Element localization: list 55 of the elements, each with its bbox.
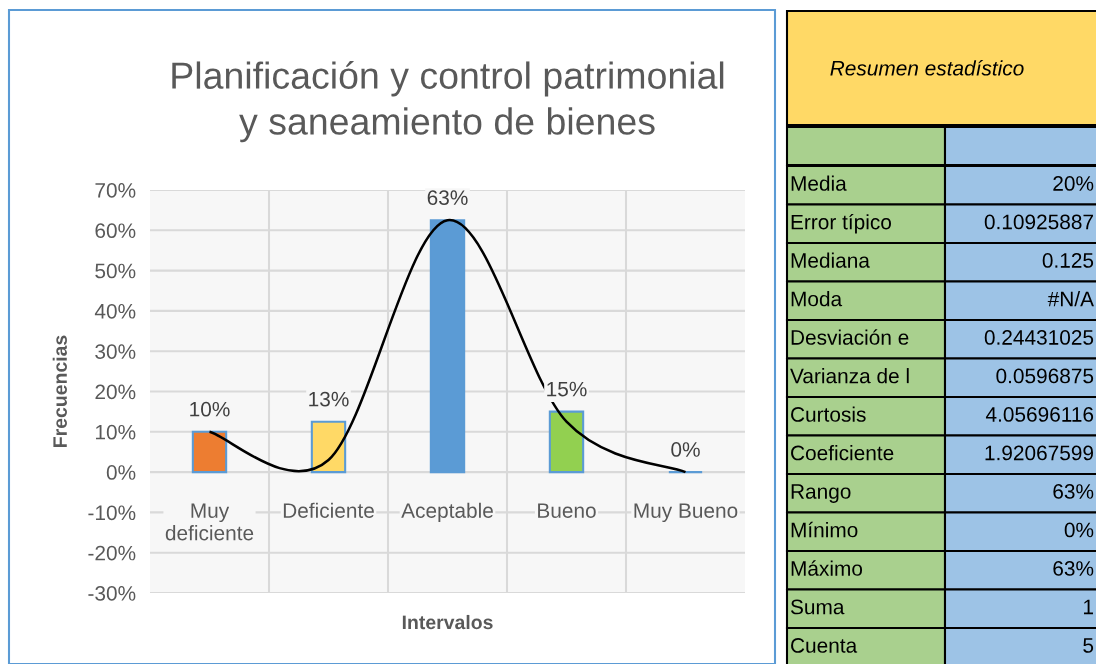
bar	[191, 430, 228, 474]
y-tick-label: 30%	[95, 344, 136, 359]
chart-title: Planificación y control patrimonial y saneamiento de bienes	[172, 61, 724, 143]
text: 0.10925887	[984, 214, 1093, 230]
text: 5	[1083, 638, 1094, 653]
bar	[429, 219, 466, 474]
y-tick-label: 10%	[96, 424, 136, 440]
category-label: Curtosis	[791, 406, 866, 422]
text: #N/A	[1047, 291, 1094, 307]
text: 0%	[1064, 522, 1094, 538]
category-label: Moda	[791, 291, 843, 307]
y-axis-title: Frecuencias	[52, 335, 67, 447]
category-label: Mediana	[791, 252, 870, 268]
text: 63%	[1053, 561, 1094, 576]
y-tick-label: 40%	[94, 303, 136, 319]
text: 20%	[1053, 176, 1094, 191]
x-axis-title: Intervalos	[402, 614, 493, 630]
bar	[310, 420, 347, 474]
data-label: 63%	[427, 190, 468, 205]
text: 1.92067599	[985, 445, 1094, 461]
category-label: Rango	[791, 484, 851, 503]
y-tick-label: 70%	[95, 183, 136, 198]
data-label: 13%	[309, 391, 349, 407]
y-tick-label: 60%	[95, 223, 136, 239]
y-tick-label: -20%	[88, 545, 136, 561]
category-label: Media	[791, 175, 847, 191]
category-label: Varianza de l	[790, 368, 909, 384]
category-label: Desviación e	[791, 329, 909, 345]
category-label: Cuenta	[791, 638, 858, 653]
data-label: 10%	[190, 401, 230, 417]
x-tick-label: Muy Bueno	[634, 503, 738, 523]
category-label: Coeficiente	[791, 445, 894, 461]
y-tick-label: 0%	[106, 465, 136, 480]
y-tick-label: -10%	[88, 505, 136, 521]
text: 0.24431025	[984, 330, 1094, 345]
text: 63%	[1053, 484, 1094, 499]
x-tick-label: Bueno	[538, 503, 596, 518]
category-label: Máximo	[791, 560, 863, 576]
x-tick-label: Aceptable	[401, 502, 493, 523]
data-label: 15%	[547, 381, 587, 397]
y-tick-label: -30%	[88, 586, 136, 601]
data-label: 0%	[671, 442, 700, 457]
y-tick-label: 50%	[95, 263, 136, 279]
category-label: Mínimo	[791, 521, 858, 538]
text: 0.125	[1042, 253, 1094, 268]
y-tick-label: 20%	[95, 384, 136, 400]
bar	[548, 410, 585, 474]
x-tick-label: Deficiente	[283, 502, 374, 518]
text: Resumen estadístico	[830, 60, 1024, 76]
category-label: Suma	[790, 599, 845, 615]
x-tick-label: Muy deficiente	[165, 503, 254, 541]
text: 4.05696116	[985, 407, 1094, 422]
text: 1	[1084, 599, 1093, 615]
text: 0.0596875	[996, 368, 1094, 384]
category-label: Error típico	[791, 213, 891, 234]
